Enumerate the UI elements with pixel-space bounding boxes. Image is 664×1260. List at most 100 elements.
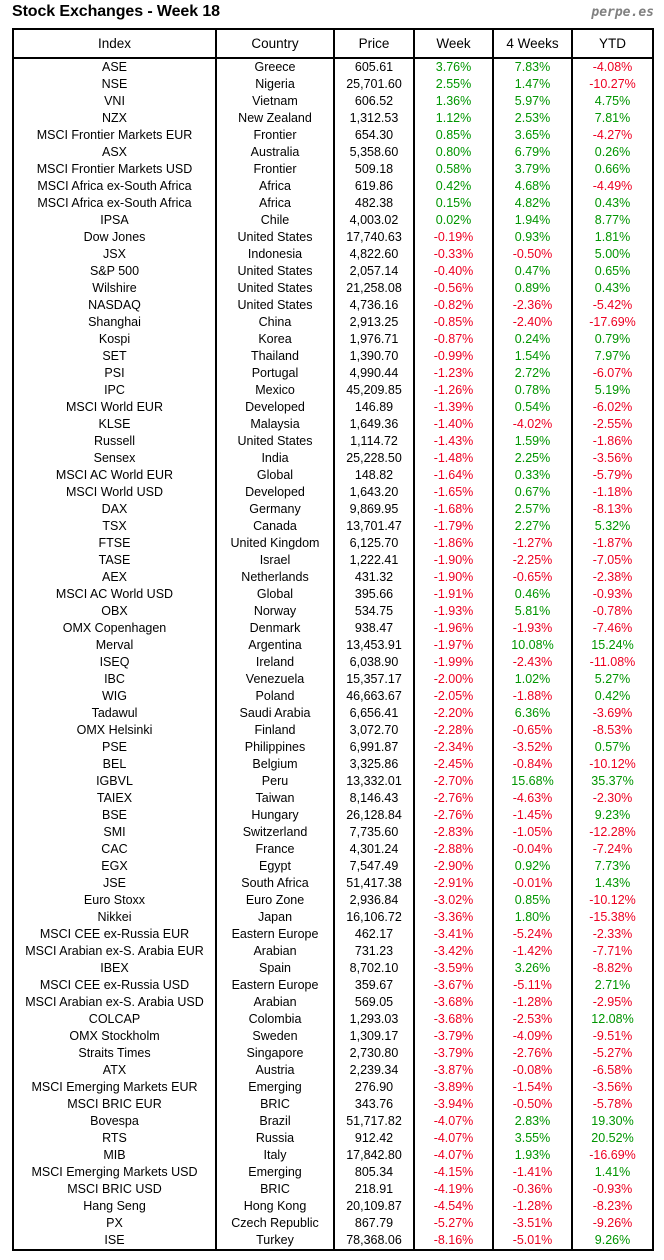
cell-price: 8,146.43 <box>334 790 415 807</box>
cell-country: Euro Zone <box>216 892 335 909</box>
cell-4weeks: 0.89% <box>493 280 573 297</box>
cell-price: 13,701.47 <box>334 518 415 535</box>
table-row: JSX Indonesia 4,822.60 -0.33% -0.50% 5.00% <box>13 246 653 263</box>
table-row: KLSE Malaysia 1,649.36 -1.40% -4.02% -2.55% <box>13 416 653 433</box>
table-row: Russell United States 1,114.72 -1.43% 1.59% -… <box>13 433 653 450</box>
cell-4weeks: 1.47% <box>493 76 573 93</box>
table-row: SMI Switzerland 7,735.60 -2.83% -1.05% -12.28… <box>13 824 653 841</box>
cell-week: -1.93% <box>414 603 494 620</box>
table-row: PSI Portugal 4,990.44 -1.23% 2.72% -6.07% <box>13 365 653 382</box>
cell-4weeks: 5.97% <box>493 93 573 110</box>
table-row: EGX Egypt 7,547.49 -2.90% 0.92% 7.73% <box>13 858 653 875</box>
cell-4weeks: -1.88% <box>493 688 573 705</box>
cell-4weeks: -4.09% <box>493 1028 573 1045</box>
table-row: Sensex India 25,228.50 -1.48% 2.25% -3.56% <box>13 450 653 467</box>
cell-week: 0.80% <box>414 144 494 161</box>
cell-price: 3,325.86 <box>334 756 415 773</box>
cell-4weeks: -3.52% <box>493 739 573 756</box>
cell-ytd: -5.42% <box>592 298 633 312</box>
cell-index: MSCI Frontier Markets USD <box>13 161 217 178</box>
cell-country: Emerging <box>216 1079 335 1096</box>
table-row: IGBVL Peru 13,332.01 -2.70% 15.68% 35.37% <box>13 773 653 790</box>
cell-ytd: -0.93% <box>592 587 633 601</box>
cell-4weeks: -0.84% <box>493 756 573 773</box>
cell-price: 569.05 <box>334 994 415 1011</box>
cell-week: -1.65% <box>414 484 494 501</box>
cell-4weeks: 0.24% <box>493 331 573 348</box>
cell-ytd: 0.57% <box>594 740 631 754</box>
table-row: Euro Stoxx Euro Zone 2,936.84 -3.02% 0.85% -1… <box>13 892 653 909</box>
table-row: IPSA Chile 4,003.02 0.02% 1.94% 8.77% <box>13 212 653 229</box>
cell-price: 5,358.60 <box>334 144 415 161</box>
page-title: Stock Exchanges - Week 18 <box>12 3 220 20</box>
cell-index: IGBVL <box>13 773 217 790</box>
cell-4weeks: 1.93% <box>493 1147 573 1164</box>
cell-4weeks: -2.25% <box>493 552 573 569</box>
cell-ytd: 5.27% <box>594 672 631 686</box>
cell-index: S&P 500 <box>13 263 217 280</box>
cell-price: 6,991.87 <box>334 739 415 756</box>
site-watermark: perpe.es <box>591 5 654 20</box>
cell-country: Ireland <box>216 654 335 671</box>
cell-4weeks: 0.67% <box>493 484 573 501</box>
cell-index: MSCI World USD <box>13 484 217 501</box>
cell-ytd: -2.33% <box>592 927 633 941</box>
cell-week: 0.85% <box>414 127 494 144</box>
cell-country: Portugal <box>216 365 335 382</box>
cell-index: ASE <box>13 58 217 76</box>
cell-country: Africa <box>216 178 335 195</box>
cell-country: Frontier <box>216 161 335 178</box>
cell-week: -4.19% <box>414 1181 494 1198</box>
cell-4weeks: -0.50% <box>493 1096 573 1113</box>
cell-country: Czech Republic <box>216 1215 335 1232</box>
cell-ytd: -0.93% <box>592 1182 633 1196</box>
cell-ytd: -15.38% <box>589 910 636 924</box>
cell-country: Russia <box>216 1130 335 1147</box>
cell-country: Eastern Europe <box>216 977 335 994</box>
cell-country: United States <box>216 433 335 450</box>
cell-price: 16,106.72 <box>334 909 415 926</box>
cell-price: 25,228.50 <box>334 450 415 467</box>
cell-week: -2.00% <box>414 671 494 688</box>
cell-index: IBEX <box>13 960 217 977</box>
cell-4weeks: 15.68% <box>493 773 573 790</box>
cell-week: -3.67% <box>414 977 494 994</box>
cell-price: 867.79 <box>334 1215 415 1232</box>
cell-index: Bovespa <box>13 1113 217 1130</box>
cell-week: 0.58% <box>414 161 494 178</box>
cell-country: Peru <box>216 773 335 790</box>
cell-ytd: 12.08% <box>591 1012 634 1026</box>
cell-4weeks: -1.27% <box>493 535 573 552</box>
cell-country: Global <box>216 467 335 484</box>
cell-price: 13,332.01 <box>334 773 415 790</box>
cell-country: Chile <box>216 212 335 229</box>
cell-price: 2,730.80 <box>334 1045 415 1062</box>
cell-price: 46,663.67 <box>334 688 415 705</box>
cell-country: Taiwan <box>216 790 335 807</box>
cell-week: -3.68% <box>414 1011 494 1028</box>
cell-index: VNI <box>13 93 217 110</box>
table-row: MSCI Emerging Markets EUR Emerging 276.90-… <box>13 1079 653 1096</box>
table-row: MIB Italy 17,842.80 -4.07% 1.93% -16.69% <box>13 1147 653 1164</box>
cell-country: Denmark <box>216 620 335 637</box>
cell-ytd: 0.65% <box>594 264 631 278</box>
exchanges-table-container: Index Country Price Week 4 Weeks YTD ASE… <box>12 28 654 1251</box>
cell-4weeks: -1.41% <box>493 1164 573 1181</box>
cell-index: PX <box>13 1215 217 1232</box>
table-row: S&P 500 United States 2,057.14 -0.40% 0.47% 0… <box>13 263 653 280</box>
cell-week: -0.82% <box>414 297 494 314</box>
cell-week: 0.15% <box>414 195 494 212</box>
table-row: AEX Netherlands 431.32 -1.90% -0.65% -2.38% <box>13 569 653 586</box>
cell-country: Netherlands <box>216 569 335 586</box>
cell-country: Arabian <box>216 994 335 1011</box>
table-row: RTS Russia 912.42 -4.07% 3.55% 20.52% <box>13 1130 653 1147</box>
cell-ytd: -11.08% <box>589 655 636 669</box>
cell-index: DAX <box>13 501 217 518</box>
cell-country: Brazil <box>216 1113 335 1130</box>
cell-price: 462.17 <box>334 926 415 943</box>
cell-week: 3.76% <box>414 58 494 76</box>
cell-index: Hang Seng <box>13 1198 217 1215</box>
cell-week: -3.59% <box>414 960 494 977</box>
table-row: Tadawul Saudi Arabia 6,656.41 -2.20% 6.36% -3… <box>13 705 653 722</box>
table-row: TAIEX Taiwan 8,146.43 -2.76% -4.63% -2.30% <box>13 790 653 807</box>
